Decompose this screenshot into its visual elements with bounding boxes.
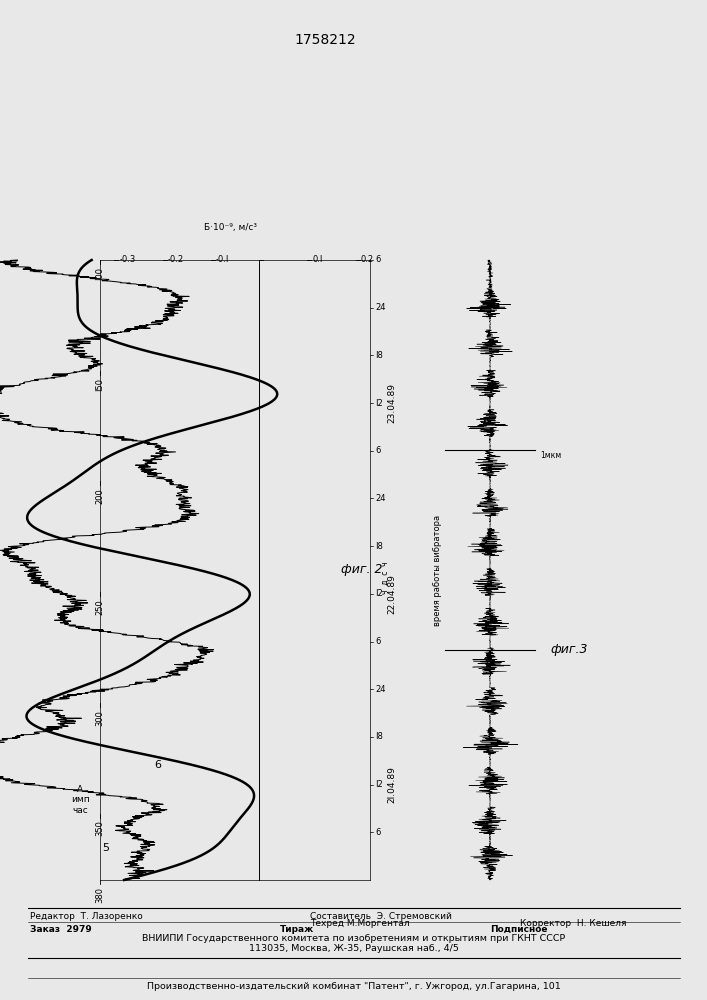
Text: 24: 24 (375, 494, 385, 503)
Text: 380: 380 (95, 887, 105, 903)
Text: 6: 6 (375, 828, 380, 837)
Text: время работы вибратора: время работы вибратора (433, 514, 443, 626)
Text: Заказ  2979: Заказ 2979 (30, 925, 92, 934)
Text: I00: I00 (95, 267, 105, 280)
Text: А
имп
час: А имп час (71, 785, 89, 815)
Text: Подписное: Подписное (490, 925, 547, 934)
Text: -0.I: -0.I (216, 255, 229, 264)
Text: ч  д  с  ч: ч д с ч (380, 561, 390, 594)
Text: I8: I8 (375, 732, 383, 741)
Text: 6: 6 (375, 446, 380, 455)
Text: 0.2: 0.2 (361, 255, 374, 264)
Text: Составитель  Э. Стремовский: Составитель Э. Стремовский (310, 912, 452, 921)
Text: 350: 350 (95, 821, 105, 836)
Text: ВНИИПИ Государственного комитета по изобретениям и открытиям при ГКНТ СССР: ВНИИПИ Государственного комитета по изоб… (142, 934, 566, 943)
Text: I8: I8 (375, 542, 383, 551)
Text: 300: 300 (95, 710, 105, 726)
Text: I2: I2 (375, 780, 382, 789)
Text: -0.3: -0.3 (119, 255, 136, 264)
Text: I50: I50 (95, 378, 105, 391)
Text: фиг.3: фиг.3 (550, 644, 588, 656)
Text: I8: I8 (375, 351, 383, 360)
Text: 250: 250 (95, 599, 105, 615)
Text: I2: I2 (375, 399, 382, 408)
Text: 6: 6 (375, 637, 380, 646)
Text: 1мкм: 1мкм (540, 450, 561, 460)
Text: 0.I: 0.I (312, 255, 322, 264)
Text: 113035, Москва, Ж-35, Раушская наб., 4/5: 113035, Москва, Ж-35, Раушская наб., 4/5 (249, 944, 459, 953)
Text: 6: 6 (155, 760, 161, 770)
Text: I2: I2 (375, 589, 382, 598)
Text: 23.04.89: 23.04.89 (387, 383, 397, 423)
Text: 22.04.89: 22.04.89 (387, 574, 397, 614)
Text: 5: 5 (102, 843, 109, 853)
Text: 24: 24 (375, 303, 385, 312)
Text: 6: 6 (375, 255, 380, 264)
Text: Б·10⁻⁹, м/с³: Б·10⁻⁹, м/с³ (204, 223, 257, 232)
Text: Редактор  Т. Лазоренко: Редактор Т. Лазоренко (30, 912, 143, 921)
Text: 1758212: 1758212 (294, 33, 356, 47)
Text: -0.2: -0.2 (168, 255, 184, 264)
Text: Корректор  Н. Кешеля: Корректор Н. Кешеля (520, 919, 626, 928)
Text: фиг. 2: фиг. 2 (341, 564, 382, 576)
Text: Производственно-издательский комбинат "Патент", г. Ужгород, ул.Гагарина, 101: Производственно-издательский комбинат "П… (147, 982, 561, 991)
Text: Тираж: Тираж (280, 925, 314, 934)
Text: 200: 200 (95, 488, 105, 504)
Text: Техред М.Моргентал: Техред М.Моргентал (310, 919, 409, 928)
Text: 24: 24 (375, 685, 385, 694)
Text: 2I.04.89: 2I.04.89 (387, 766, 397, 803)
